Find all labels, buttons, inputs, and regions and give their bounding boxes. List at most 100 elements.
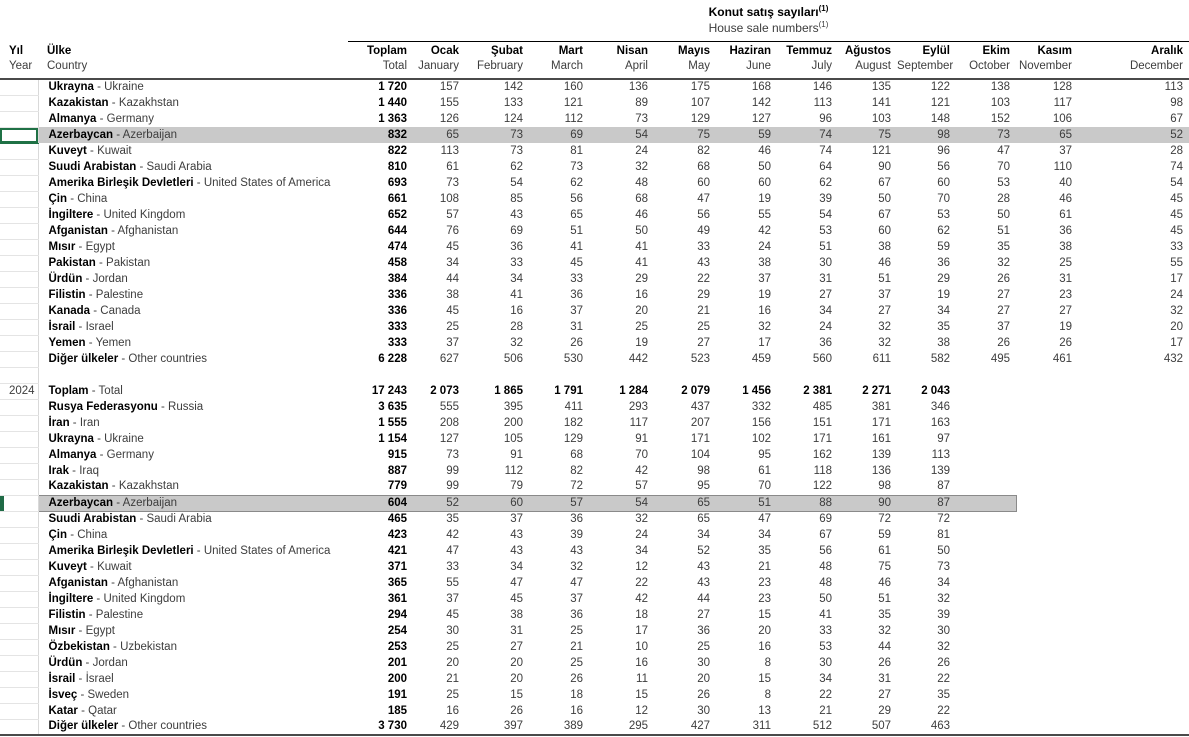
country-cell[interactable]: Kuveyt - Kuwait	[38, 143, 348, 159]
value-cell[interactable]: 98	[697, 464, 710, 477]
value-cell[interactable]: 21	[446, 672, 459, 685]
value-cell[interactable]: 2 271	[862, 384, 891, 397]
value-cell[interactable]: 21	[570, 640, 583, 653]
value-cell[interactable]: 60	[697, 176, 710, 189]
year-cell[interactable]	[0, 335, 39, 352]
value-cell[interactable]: 293	[628, 400, 648, 413]
value-cell[interactable]	[1078, 383, 1189, 399]
value-cell[interactable]: 35	[937, 320, 950, 333]
value-cell[interactable]	[956, 671, 1016, 687]
value-cell[interactable]: 34	[819, 672, 832, 685]
value-cell[interactable]: 461	[1052, 352, 1072, 365]
value-cell[interactable]: 693	[387, 176, 407, 189]
value-cell[interactable]: 35	[446, 512, 459, 525]
value-cell[interactable]: 442	[628, 352, 648, 365]
value-cell[interactable]: 45	[1170, 208, 1183, 221]
year-cell[interactable]	[0, 175, 39, 192]
value-cell[interactable]: 36	[570, 288, 583, 301]
year-cell[interactable]	[0, 399, 39, 416]
value-cell[interactable]: 67	[878, 208, 891, 221]
value-cell[interactable]: 152	[990, 112, 1010, 125]
value-cell[interactable]: 88	[777, 494, 838, 512]
value-cell[interactable]	[1078, 463, 1189, 479]
value-cell[interactable]: 46	[878, 256, 891, 269]
value-cell[interactable]: 54	[589, 494, 654, 512]
value-cell[interactable]: 136	[628, 81, 648, 93]
value-cell[interactable]: 171	[690, 432, 710, 445]
country-cell[interactable]: Özbekistan - Uzbekistan	[38, 639, 348, 655]
value-cell[interactable]: 52	[697, 544, 710, 557]
value-cell[interactable]: 39	[819, 192, 832, 205]
value-cell[interactable]: 175	[690, 81, 710, 93]
value-cell[interactable]: 644	[387, 224, 407, 237]
value-cell[interactable]: 19	[635, 336, 648, 349]
value-cell[interactable]: 18	[570, 688, 583, 701]
value-cell[interactable]: 37	[997, 320, 1010, 333]
value-cell[interactable]: 26	[697, 688, 710, 701]
value-cell[interactable]: 37	[570, 592, 583, 605]
value-cell[interactable]: 20	[510, 656, 523, 669]
value-cell[interactable]: 19	[1059, 320, 1072, 333]
value-cell[interactable]: 582	[930, 352, 950, 365]
value-cell[interactable]: 90	[878, 160, 891, 173]
value-cell[interactable]: 55	[446, 576, 459, 589]
value-cell[interactable]: 49	[697, 224, 710, 237]
value-cell[interactable]: 73	[570, 160, 583, 173]
value-cell[interactable]: 73	[956, 127, 1016, 143]
value-cell[interactable]: 34	[937, 304, 950, 317]
value-cell[interactable]: 42	[758, 224, 771, 237]
value-cell[interactable]: 139	[871, 448, 891, 461]
value-cell[interactable]	[1016, 703, 1078, 719]
value-cell[interactable]: 35	[937, 688, 950, 701]
value-cell[interactable]: 54	[589, 127, 654, 143]
value-cell[interactable]: 12	[635, 704, 648, 717]
year-cell[interactable]	[0, 271, 39, 288]
country-cell[interactable]: Diğer ülkeler - Other countries	[38, 351, 348, 367]
value-cell[interactable]: 129	[690, 112, 710, 125]
value-cell[interactable]: 20	[510, 672, 523, 685]
value-cell[interactable]: 62	[570, 176, 583, 189]
value-cell[interactable]: 1 440	[378, 96, 407, 109]
value-cell[interactable]: 102	[751, 432, 771, 445]
value-cell[interactable]: 652	[387, 208, 407, 221]
value-cell[interactable]: 61	[878, 544, 891, 557]
value-cell[interactable]: 61	[1059, 208, 1072, 221]
value-cell[interactable]: 33	[570, 272, 583, 285]
value-cell[interactable]: 53	[997, 176, 1010, 189]
value-cell[interactable]: 72	[570, 480, 583, 493]
value-cell[interactable]: 82	[570, 464, 583, 477]
value-cell[interactable]: 45	[446, 608, 459, 621]
value-cell[interactable]: 74	[819, 144, 832, 157]
value-cell[interactable]: 530	[563, 352, 583, 365]
year-cell[interactable]	[0, 223, 39, 240]
value-cell[interactable]: 21	[758, 560, 771, 573]
value-cell[interactable]: 2 073	[430, 384, 459, 397]
value-cell[interactable]: 34	[758, 528, 771, 541]
value-cell[interactable]: 47	[997, 144, 1010, 157]
country-cell[interactable]: Mısır - Egypt	[38, 239, 348, 255]
value-cell[interactable]: 17	[1170, 272, 1183, 285]
value-cell[interactable]: 411	[564, 400, 583, 413]
value-cell[interactable]: 73	[937, 560, 950, 573]
value-cell[interactable]: 74	[1170, 160, 1183, 173]
value-cell[interactable]: 59	[716, 127, 777, 143]
value-cell[interactable]: 26	[997, 336, 1010, 349]
value-cell[interactable]: 42	[446, 528, 459, 541]
value-cell[interactable]: 95	[697, 480, 710, 493]
value-cell[interactable]: 44	[446, 272, 459, 285]
value-cell[interactable]	[956, 479, 1016, 495]
col-header-month-6[interactable]: Haziran June	[716, 42, 777, 80]
value-cell[interactable]: 126	[439, 112, 459, 125]
value-cell[interactable]: 37	[570, 304, 583, 317]
value-cell[interactable]: 26	[878, 656, 891, 669]
value-cell[interactable]: 507	[838, 719, 897, 736]
value-cell[interactable]: 16	[570, 704, 583, 717]
value-cell[interactable]	[956, 559, 1016, 575]
col-header-month-9[interactable]: Eylül September	[897, 42, 956, 80]
col-header-month-8[interactable]: Ağustos August	[838, 42, 897, 80]
value-cell[interactable]: 41	[635, 256, 648, 269]
value-cell[interactable]	[956, 575, 1016, 591]
country-cell[interactable]: Filistin - Palestine	[38, 287, 348, 303]
value-cell[interactable]: 46	[758, 144, 771, 157]
value-cell[interactable]	[1016, 463, 1078, 479]
